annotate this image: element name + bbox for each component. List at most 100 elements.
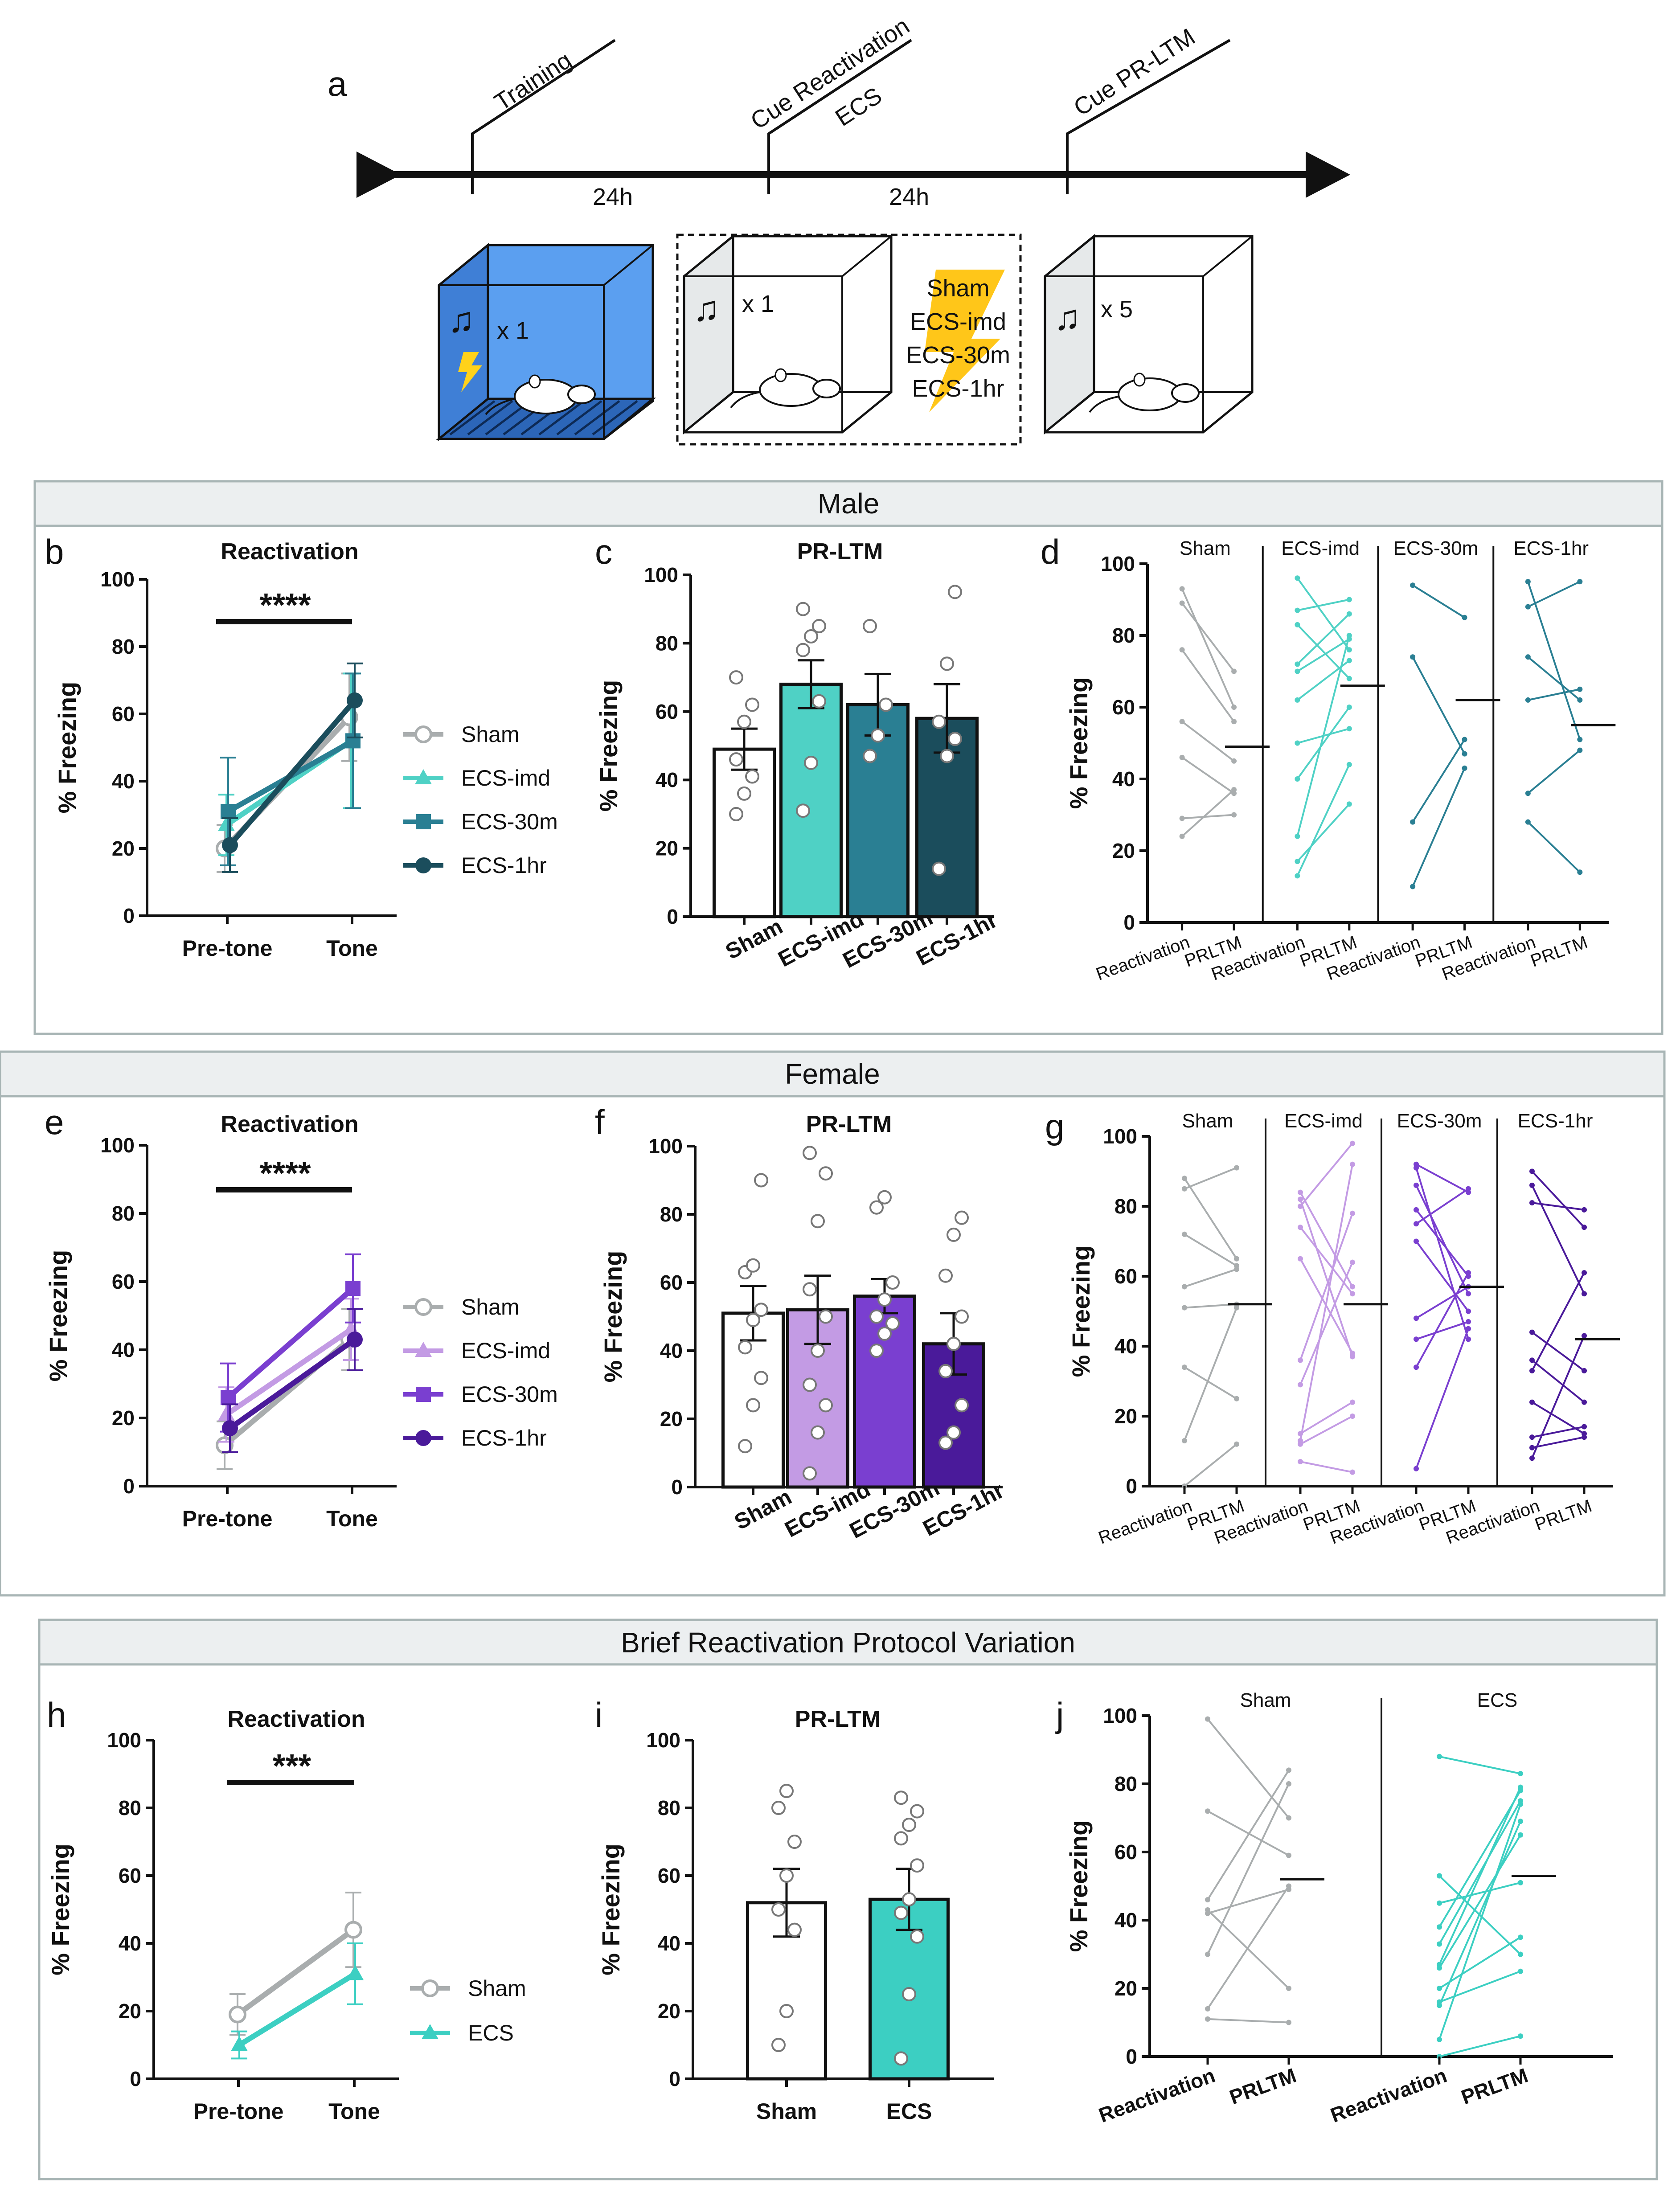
male-section-title: Male bbox=[818, 488, 880, 520]
j-pair-point bbox=[1286, 1815, 1291, 1821]
g-pair-point bbox=[1414, 1315, 1419, 1321]
g-pair-point bbox=[1466, 1319, 1471, 1325]
rat-icon-1 bbox=[485, 374, 596, 415]
g-pair-line bbox=[1531, 1171, 1585, 1228]
g-pair-point bbox=[1529, 1434, 1535, 1440]
b-legend-label-0: Sham bbox=[461, 722, 520, 747]
h-legend-marker-1 bbox=[422, 2024, 438, 2039]
i-dot bbox=[910, 1929, 924, 1944]
b-point-3-0 bbox=[222, 837, 238, 853]
d-pair-point bbox=[1462, 751, 1467, 757]
c-dot bbox=[745, 769, 759, 784]
d-pair-point bbox=[1295, 697, 1300, 703]
d-pair-line bbox=[1181, 721, 1235, 762]
d-pair-point bbox=[1295, 575, 1300, 581]
e-y-tick-label: 60 bbox=[112, 1270, 135, 1293]
j-pair-point bbox=[1205, 2016, 1210, 2022]
e-series-line-1 bbox=[225, 1327, 353, 1417]
c-y-tick-label: 0 bbox=[667, 905, 678, 928]
f-y-tick-label: 20 bbox=[660, 1407, 683, 1430]
c-dot bbox=[863, 619, 877, 634]
g-pair-point bbox=[1182, 1186, 1187, 1192]
prltm-chamber: ♫ x 5 bbox=[1044, 234, 1254, 435]
j-pair-point bbox=[1205, 1951, 1210, 1957]
g-pair-point bbox=[1582, 1399, 1587, 1405]
panel-letter-c: c bbox=[595, 532, 612, 571]
g-pair-point bbox=[1582, 1225, 1587, 1230]
d-pair-point bbox=[1179, 647, 1185, 653]
g-pair-point bbox=[1182, 1438, 1187, 1443]
j-pair-point bbox=[1437, 1873, 1442, 1879]
panel-letter-h: h bbox=[47, 1695, 66, 1734]
f-dot bbox=[819, 1398, 833, 1413]
h-point-0-1 bbox=[344, 1921, 362, 1939]
d-group-label-0: Sham bbox=[1180, 537, 1231, 559]
h-y-tick-label: 0 bbox=[130, 2067, 141, 2090]
f-dot bbox=[803, 1282, 817, 1297]
d-pair-point bbox=[1179, 815, 1185, 821]
i-y-tick-label: 0 bbox=[669, 2067, 680, 2090]
chart-h: Reactivation 0 20 40 60 80 100 % Freezing Pre-to… bbox=[46, 1706, 526, 2124]
d-pair-line bbox=[1181, 602, 1235, 672]
h-legend-label-1: ECS bbox=[468, 2020, 514, 2045]
d-y-tick-label: 60 bbox=[1112, 696, 1135, 719]
d-pair-point bbox=[1295, 859, 1300, 865]
h-series-line-1 bbox=[238, 1971, 357, 2048]
g-pair-point bbox=[1234, 1396, 1239, 1401]
i-x-label-0: Sham bbox=[756, 2099, 817, 2124]
f-dot bbox=[738, 1439, 752, 1454]
timeline-end-arrow bbox=[1306, 152, 1350, 198]
d-pair-point bbox=[1295, 607, 1300, 613]
interval-1-label: 24h bbox=[593, 184, 633, 210]
d-pair-point bbox=[1410, 884, 1416, 889]
c-dot bbox=[871, 728, 885, 743]
h-title: Reactivation bbox=[227, 1706, 365, 1732]
j-pair-point bbox=[1286, 1852, 1291, 1858]
g-pair-line bbox=[1184, 1366, 1237, 1400]
d-pair-point bbox=[1577, 686, 1583, 692]
j-pair-line bbox=[1438, 1800, 1521, 1945]
f-dot bbox=[877, 1292, 892, 1307]
rat-icon-3 bbox=[1089, 373, 1200, 413]
chart-e: Reactivation 0 20 40 60 80 100 % Freezing Pre-to… bbox=[44, 1111, 558, 1531]
g-pair-point bbox=[1466, 1308, 1471, 1314]
g-pair-point bbox=[1529, 1455, 1535, 1461]
b-y-tick-label: 40 bbox=[112, 770, 135, 793]
g-pair-point bbox=[1350, 1140, 1355, 1146]
g-pair-point bbox=[1466, 1291, 1471, 1297]
c-dot bbox=[932, 861, 946, 876]
f-dot bbox=[754, 1371, 768, 1385]
j-pair-point bbox=[1205, 1808, 1210, 1814]
c-dot bbox=[737, 786, 751, 801]
b-point-3-1 bbox=[347, 692, 363, 709]
f-dot bbox=[947, 1336, 961, 1351]
j-pair-point bbox=[1518, 1784, 1523, 1790]
d-y-tick-label: 80 bbox=[1112, 624, 1135, 647]
h-point-1-0 bbox=[231, 2036, 248, 2051]
d-pair-point bbox=[1410, 654, 1416, 660]
j-pair-point bbox=[1518, 1801, 1523, 1807]
g-pair-point bbox=[1350, 1161, 1355, 1167]
e-title: Reactivation bbox=[221, 1111, 358, 1137]
d-pair-point bbox=[1231, 787, 1237, 793]
g-group-label-1: ECS-imd bbox=[1284, 1110, 1363, 1132]
e-y-tick-label: 100 bbox=[100, 1134, 135, 1157]
d-pair-point bbox=[1295, 622, 1300, 627]
g-pair-point bbox=[1234, 1266, 1239, 1272]
j-y-tick-label: 0 bbox=[1126, 2045, 1137, 2068]
b-y-tick-label: 100 bbox=[100, 568, 135, 591]
f-dot bbox=[869, 1309, 884, 1324]
c-dot bbox=[812, 694, 826, 709]
f-y-tick-label: 80 bbox=[660, 1203, 683, 1226]
d-pair-point bbox=[1179, 586, 1185, 592]
box1-count: x 1 bbox=[497, 317, 529, 344]
e-y-tick-label: 0 bbox=[123, 1475, 135, 1498]
g-pair-point bbox=[1529, 1368, 1535, 1373]
c-dot bbox=[796, 602, 810, 616]
f-dot bbox=[803, 1377, 817, 1392]
d-pair-point bbox=[1179, 600, 1185, 606]
f-dot bbox=[738, 1340, 752, 1355]
g-pair-point bbox=[1234, 1256, 1239, 1262]
h-x-label-1: Tone bbox=[328, 2099, 380, 2124]
